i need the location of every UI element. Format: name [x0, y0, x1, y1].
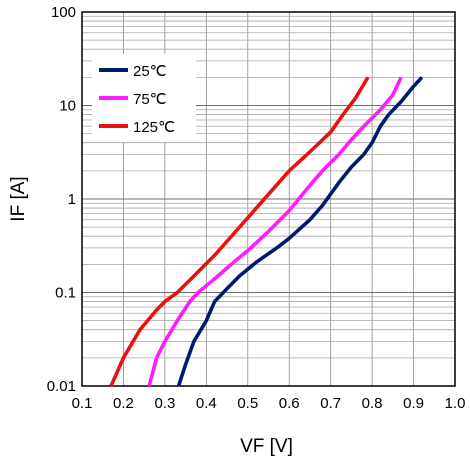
x-tick-label: 0.2 — [113, 395, 134, 412]
x-tick-label: 0.4 — [196, 395, 217, 412]
x-tick-label: 0.6 — [279, 395, 300, 412]
series-line-3 — [109, 76, 370, 387]
y-tick-label: 100 — [51, 4, 76, 21]
y-tick-label: 1 — [68, 191, 76, 208]
y-tick-label: 10 — [59, 98, 76, 115]
series-line-1 — [176, 76, 424, 387]
plot-frame — [81, 11, 456, 387]
series-line-2 — [147, 76, 403, 387]
legend-label: 125℃ — [133, 119, 175, 136]
x-tick-label: 0.8 — [362, 395, 383, 412]
series-layer — [109, 76, 424, 387]
x-tick-label: 0.9 — [403, 395, 424, 412]
y-tick-label: 0.1 — [55, 285, 76, 302]
x-tick-label: 0.5 — [237, 395, 258, 412]
x-tick-label: 0.7 — [320, 395, 341, 412]
x-tick-label: 0.1 — [72, 395, 93, 412]
x-tick-label: 1.0 — [445, 395, 466, 412]
grid — [81, 12, 456, 387]
legend-items: 25℃ 75℃ 125℃ — [99, 63, 175, 136]
legend-label: 25℃ — [133, 63, 167, 80]
tick-labels: 0.1 0.2 0.3 0.4 0.5 0.6 0.7 0.8 0.9 1.00.010.1110… — [47, 4, 466, 412]
legend-label: 75℃ — [133, 91, 167, 108]
y-axis-label: IF [A] — [8, 176, 29, 221]
legend: 25℃ 75℃ 125℃ — [92, 54, 196, 142]
x-tick-label: 0.3 — [154, 395, 175, 412]
y-tick-label: 0.01 — [47, 378, 76, 395]
x-axis-label: VF [V] — [240, 436, 293, 457]
